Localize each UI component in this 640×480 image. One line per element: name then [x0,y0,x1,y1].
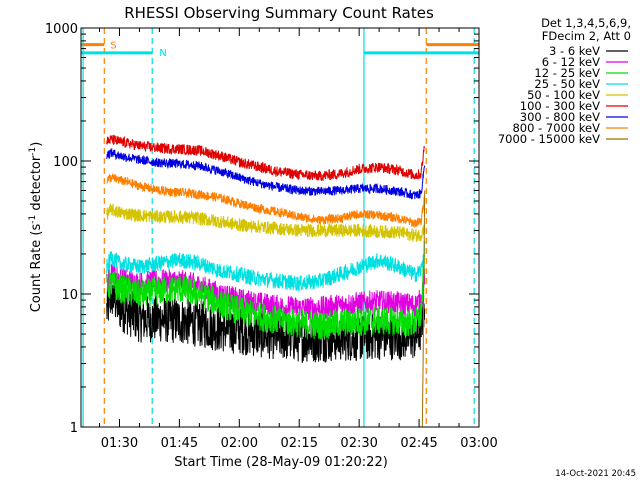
series-line-8 [421,190,426,427]
y-axis-label-mid: detector [29,155,44,215]
y-axis-label-main: Count Rate (s [29,224,44,313]
flag-N-label: N [159,48,166,59]
flag-S-label: S [110,41,116,52]
legend-label-3: 25 - 50 keV [534,77,600,91]
series-line-6 [106,148,426,200]
legend-label-5: 100 - 300 keV [520,99,600,113]
legend-label-6: 300 - 800 keV [520,110,600,124]
x-tick-label-5: 02:45 [400,436,437,451]
x-tick-label-6: 03:00 [460,436,497,451]
legend-header-line-2: FDecim 2, Att 0 [542,29,631,43]
chart-title: RHESSI Observing Summary Count Rates [124,4,434,22]
legend-label-7: 800 - 7000 keV [512,121,600,135]
x-tick-label-3: 02:15 [281,436,318,451]
series-line-5 [106,134,425,182]
x-axis-label: Start Time (28-May-09 01:20:22) [174,455,388,470]
y-axis-label-sup-2: -1 [28,147,38,156]
series-line-4 [106,202,426,242]
y-axis-label: Count Rate (s-1 detector-1) [28,142,44,313]
y-axis-label-end: ) [29,142,44,147]
y-tick-label-3: 1000 [45,22,78,37]
legend-label-4: 50 - 100 keV [527,88,600,102]
x-tick-label-2: 02:00 [221,436,258,451]
y-tick-label-0: 1 [70,421,78,436]
legend-label-8: 7000 - 15000 keV [498,132,600,146]
y-axis-label-sup-1: -1 [28,215,38,224]
legend-header-line-1: Det 1,3,4,5,6,9, [541,16,631,30]
series-line-3 [106,242,426,292]
x-tick-label-1: 01:45 [161,436,198,451]
legend: Det 1,3,4,5,6,9, FDecim 2, Att 0 3 - 6 k… [498,16,631,146]
x-tick-label-4: 02:30 [340,436,377,451]
svg-text:Count Rate (s-1 detector-1): Count Rate (s-1 detector-1) [28,142,44,313]
legend-label-0: 3 - 6 keV [549,44,600,58]
legend-label-2: 12 - 25 keV [534,66,600,80]
plot-frame [80,27,480,428]
footer-date: 14-Oct-2021 20:45 [555,469,636,479]
legend-label-1: 6 - 12 keV [542,55,600,69]
series-line-7 [106,173,426,228]
plot-area: 01:30 01:45 02:00 02:15 02:30 02:45 03:00 1 10 10… [45,22,498,451]
series-line-0 [106,276,426,363]
series-line-2 [106,240,426,340]
x-tick-label-0: 01:30 [101,436,138,451]
y-tick-label-2: 100 [53,155,78,170]
y-tick-label-1: 10 [61,288,78,303]
